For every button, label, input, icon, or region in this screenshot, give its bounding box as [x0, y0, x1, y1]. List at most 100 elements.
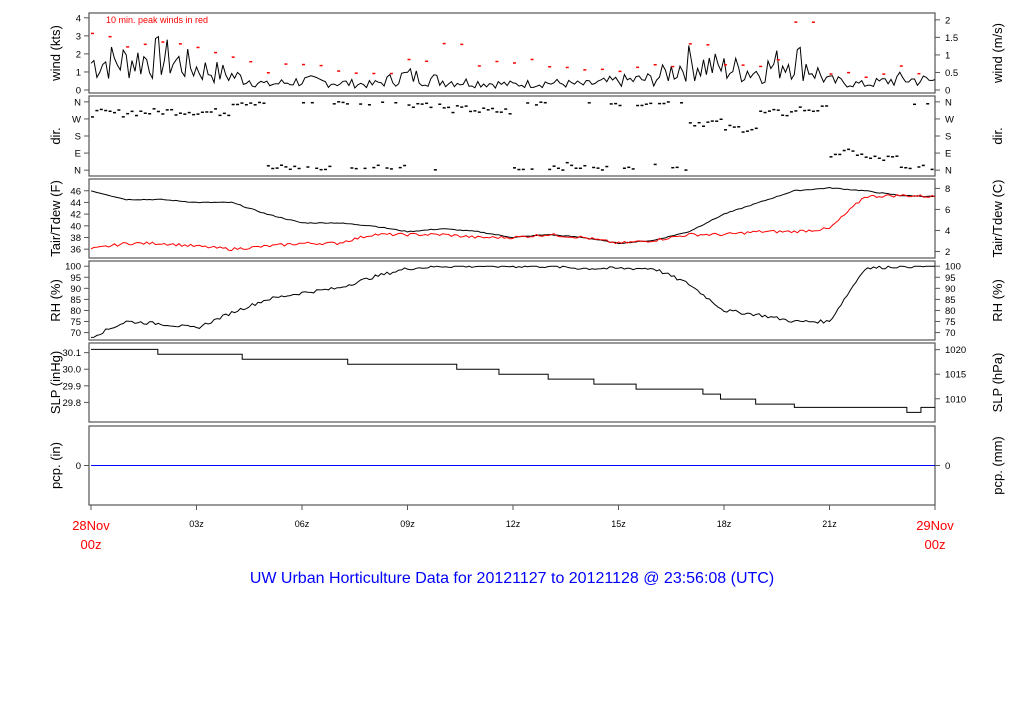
point-direction [631, 168, 635, 170]
point-peak [917, 72, 921, 75]
point-peak [319, 64, 323, 67]
ytick-label-dir: E [75, 149, 81, 160]
point-direction [930, 168, 934, 171]
point-direction [904, 166, 908, 169]
ytick-label-slp: 29.8 [63, 398, 82, 409]
point-direction [798, 106, 802, 108]
point-direction [244, 103, 248, 106]
point-direction [745, 130, 749, 132]
point-direction [530, 168, 534, 170]
point-direction [754, 127, 758, 130]
ytick-label-temp: 36 [70, 245, 81, 256]
point-direction [565, 161, 569, 164]
point-direction [148, 113, 152, 115]
point-direction [539, 101, 543, 103]
ylabel-right-temp: Tair/Tdew (C) [990, 179, 1005, 257]
ytick-label-rh: 80 [70, 306, 81, 317]
point-direction [864, 156, 868, 158]
point-direction [389, 168, 393, 170]
point-direction [614, 102, 618, 105]
point-direction [921, 164, 925, 167]
point-direction [829, 156, 833, 158]
point-direction [253, 104, 257, 106]
point-peak [583, 69, 587, 71]
point-peak [636, 66, 640, 69]
point-direction [91, 116, 94, 118]
point-direction [917, 166, 921, 168]
point-direction [310, 101, 314, 104]
ytick-right-label-wind: 1 [945, 50, 950, 61]
point-direction [249, 102, 253, 104]
point-direction [398, 166, 402, 169]
point-direction [95, 109, 99, 112]
point-direction [719, 118, 723, 121]
ytick-right-label-wind: 0.5 [945, 68, 958, 79]
ytick-right-label-rh: 95 [945, 273, 956, 284]
point-direction [460, 106, 464, 108]
point-direction [693, 125, 697, 127]
point-direction [227, 114, 231, 117]
chart-title: UW Urban Horticulture Data for 20121127 … [250, 570, 774, 587]
point-peak [565, 66, 569, 69]
point-direction [284, 166, 288, 168]
point-peak [389, 72, 393, 75]
ytick-right-label-rh: 85 [945, 295, 956, 306]
point-peak [407, 58, 411, 61]
point-direction [403, 164, 407, 167]
ytick-right-label-dir: N [945, 97, 952, 108]
point-direction [688, 122, 692, 124]
point-direction [354, 167, 358, 170]
point-direction [873, 155, 877, 158]
ytick-right-label-slp: 1015 [945, 370, 966, 381]
point-direction [218, 114, 222, 117]
point-direction [851, 150, 855, 152]
point-direction [240, 102, 244, 104]
point-direction [644, 103, 648, 105]
point-direction [420, 103, 424, 105]
point-direction [302, 101, 305, 104]
point-direction [438, 103, 442, 105]
ytick-right-label-wind: 0 [945, 86, 950, 97]
point-direction [455, 105, 459, 107]
point-direction [275, 167, 279, 169]
ytick-label-slp: 30.1 [63, 348, 82, 359]
point-direction [772, 108, 776, 111]
point-direction [473, 110, 477, 112]
ytick-label-slp: 30.0 [63, 365, 82, 376]
ytick-label-rh: 100 [65, 262, 81, 273]
point-direction [636, 104, 640, 107]
point-direction [121, 116, 125, 118]
point-peak [864, 76, 868, 79]
ytick-label-wind: 1 [76, 67, 81, 78]
point-direction [152, 108, 156, 110]
point-direction [587, 102, 591, 104]
ylabel-dir: dir. [48, 127, 63, 144]
point-peak [847, 71, 851, 74]
point-direction [833, 153, 837, 156]
point-peak [724, 64, 727, 66]
point-direction [574, 167, 578, 169]
point-direction [451, 111, 455, 114]
point-direction [882, 159, 886, 162]
point-peak [741, 64, 745, 66]
point-direction [170, 108, 174, 111]
ytick-right-label-dir: E [945, 149, 951, 160]
ylabel-right-slp: SLP (hPa) [990, 353, 1005, 413]
point-peak [600, 68, 604, 71]
point-direction [526, 102, 530, 104]
point-direction [394, 101, 398, 104]
ylabel-wind: wind (kts) [48, 25, 63, 82]
point-direction [847, 148, 851, 151]
point-direction [262, 102, 266, 104]
xtick-label: 29Nov [916, 518, 954, 533]
ylabel-right-dir: dir. [990, 127, 1005, 144]
point-peak [882, 73, 886, 75]
series-wind [90, 35, 936, 89]
ylabel-slp: SLP (inHg) [48, 351, 63, 414]
point-direction [139, 110, 143, 112]
point-direction [381, 101, 385, 103]
ytick-label-wind: 4 [76, 13, 81, 24]
xtick-label: 28Nov [72, 518, 110, 533]
series-Tair [90, 186, 936, 245]
point-direction [789, 111, 793, 113]
